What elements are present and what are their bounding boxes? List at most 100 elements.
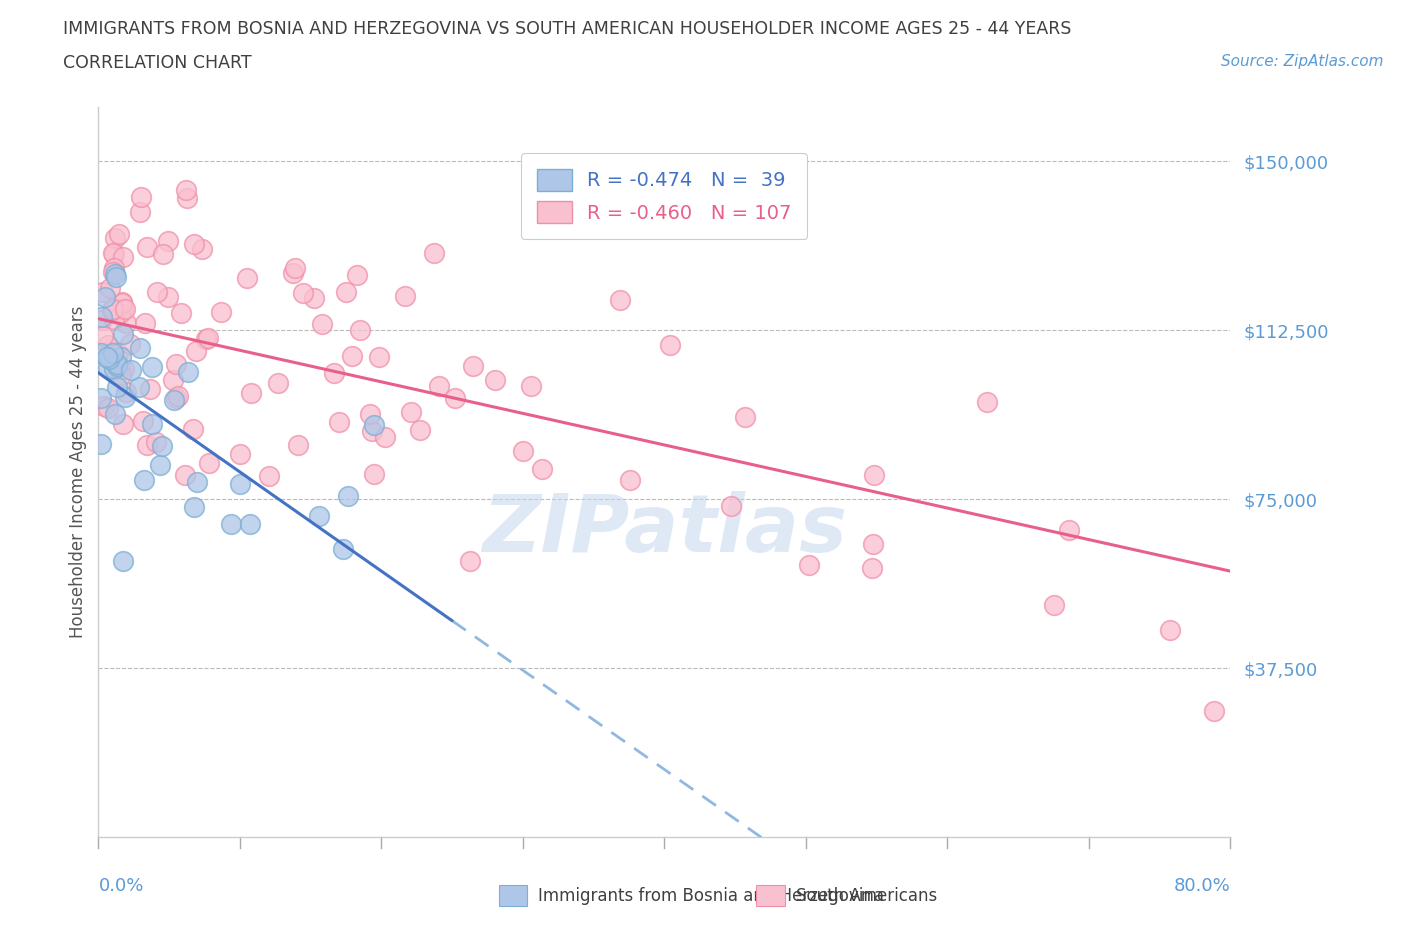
Point bbox=[236, 271, 259, 286]
Point bbox=[111, 249, 134, 264]
Point bbox=[97, 401, 120, 416]
Point bbox=[349, 323, 371, 338]
Point bbox=[284, 261, 307, 276]
Point bbox=[1043, 597, 1066, 612]
Point bbox=[720, 498, 742, 513]
Point bbox=[114, 390, 136, 405]
Point bbox=[105, 356, 128, 371]
Point bbox=[165, 356, 187, 371]
Point bbox=[423, 246, 446, 260]
Point bbox=[114, 384, 136, 399]
Point bbox=[332, 541, 354, 556]
Point bbox=[90, 437, 112, 452]
Point bbox=[163, 392, 186, 407]
Point bbox=[104, 267, 127, 282]
Point bbox=[174, 467, 197, 482]
Point bbox=[184, 343, 207, 358]
Point bbox=[100, 343, 122, 358]
Point bbox=[520, 379, 543, 393]
Point bbox=[734, 410, 756, 425]
Text: CORRELATION CHART: CORRELATION CHART bbox=[63, 54, 252, 72]
Point bbox=[328, 415, 350, 430]
Point bbox=[115, 316, 138, 331]
Point bbox=[342, 349, 364, 364]
Point bbox=[862, 537, 884, 551]
Point bbox=[150, 438, 173, 453]
Point bbox=[335, 285, 357, 299]
Point bbox=[427, 379, 450, 393]
Point bbox=[111, 296, 134, 311]
Point bbox=[374, 430, 396, 445]
Point bbox=[363, 466, 385, 481]
Point bbox=[619, 472, 641, 487]
Point bbox=[103, 301, 125, 316]
Point bbox=[132, 413, 155, 428]
Point bbox=[409, 422, 432, 437]
Point bbox=[165, 391, 187, 405]
Point bbox=[132, 472, 155, 487]
Point bbox=[183, 236, 205, 251]
Point bbox=[101, 303, 124, 318]
Point bbox=[145, 434, 167, 449]
Point bbox=[229, 477, 252, 492]
Point bbox=[103, 361, 125, 376]
Point bbox=[104, 230, 127, 245]
Point bbox=[281, 265, 304, 280]
Point bbox=[1159, 622, 1181, 637]
Point bbox=[186, 474, 208, 489]
Text: Source: ZipAtlas.com: Source: ZipAtlas.com bbox=[1220, 54, 1384, 69]
Point bbox=[291, 286, 314, 300]
Point bbox=[174, 183, 197, 198]
Point bbox=[359, 406, 381, 421]
Point bbox=[112, 301, 135, 316]
Point bbox=[135, 438, 157, 453]
Point bbox=[797, 558, 820, 573]
Point bbox=[1057, 523, 1080, 538]
Text: 80.0%: 80.0% bbox=[1174, 877, 1230, 896]
Point bbox=[141, 359, 163, 374]
Point bbox=[394, 289, 416, 304]
Point bbox=[239, 517, 262, 532]
Point bbox=[361, 424, 384, 439]
Point bbox=[337, 488, 360, 503]
Point bbox=[221, 517, 243, 532]
Point bbox=[176, 364, 198, 379]
Point bbox=[128, 379, 150, 394]
Point bbox=[976, 394, 998, 409]
Point bbox=[170, 305, 193, 320]
Point bbox=[156, 233, 179, 248]
Point bbox=[134, 315, 156, 330]
Point bbox=[91, 284, 114, 299]
Point bbox=[120, 362, 142, 377]
Point bbox=[118, 337, 141, 352]
Point bbox=[98, 352, 121, 366]
Point bbox=[103, 312, 125, 327]
Point bbox=[308, 509, 330, 524]
Text: IMMIGRANTS FROM BOSNIA AND HERZEGOVINA VS SOUTH AMERICAN HOUSEHOLDER INCOME AGES: IMMIGRANTS FROM BOSNIA AND HERZEGOVINA V… bbox=[63, 20, 1071, 38]
Point bbox=[609, 292, 631, 307]
Point bbox=[363, 418, 385, 432]
Point bbox=[138, 381, 160, 396]
Point bbox=[96, 350, 118, 365]
Point bbox=[128, 340, 150, 355]
Point bbox=[311, 316, 333, 331]
Point bbox=[101, 345, 124, 360]
Point bbox=[98, 280, 121, 295]
Point bbox=[209, 305, 232, 320]
Point bbox=[166, 388, 188, 403]
Point bbox=[863, 468, 886, 483]
Point bbox=[103, 246, 125, 261]
Point bbox=[114, 301, 136, 316]
Point bbox=[197, 456, 219, 471]
Point bbox=[156, 290, 179, 305]
Point bbox=[93, 399, 115, 414]
Point bbox=[191, 241, 214, 256]
Point bbox=[149, 458, 172, 472]
Point bbox=[860, 561, 883, 576]
Point bbox=[112, 361, 135, 376]
Point bbox=[97, 338, 120, 352]
Point bbox=[107, 359, 129, 374]
Point bbox=[267, 376, 290, 391]
Point bbox=[108, 226, 131, 241]
Point bbox=[91, 329, 114, 344]
